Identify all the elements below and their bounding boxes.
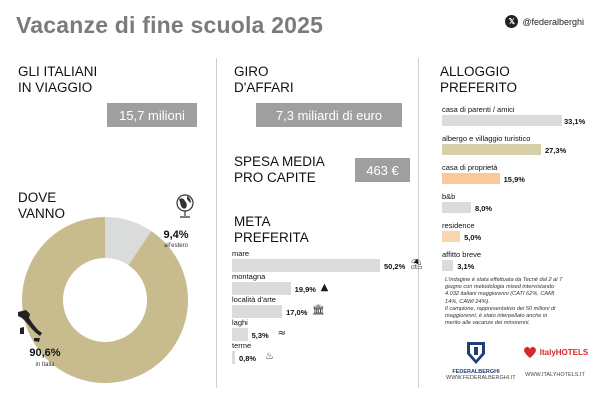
where-heading-line1: DOVE — [18, 190, 57, 205]
federalberghi-url: WWW.FEDERALBERGHI.IT — [446, 375, 516, 381]
destination-bar — [232, 328, 248, 341]
abroad-percent: 9,4% — [163, 229, 188, 241]
accommodation-bar — [442, 202, 471, 213]
accommodation-bar — [442, 260, 454, 271]
abroad-label: all'estero — [164, 243, 188, 249]
page-title: Vacanze di fine scuola 2025 — [16, 12, 324, 38]
accommodation-heading-line2: PREFERITO — [440, 80, 518, 95]
survey-note-line: giugno con metodologia mixed intervistan… — [445, 284, 555, 291]
destination-value: 17,0% — [286, 308, 308, 317]
destination-label: località d'arte — [232, 295, 276, 304]
turnover-heading-line2: D'AFFARI — [234, 80, 294, 95]
travelers-value: 15,7 milioni — [107, 103, 197, 127]
italyhotels-name: ItalyHOTELS — [539, 347, 589, 357]
accommodation-label: casa di proprietà — [442, 163, 498, 172]
turnover-heading-line1: GIRO — [234, 64, 269, 79]
accommodation-value: 8,0% — [475, 204, 493, 213]
accommodation-label: residence — [442, 221, 475, 230]
spending-heading: SPESA MEDIA PRO CAPITE — [234, 154, 325, 186]
accommodation-value: 15,9% — [503, 175, 525, 184]
spending-heading-line2: PRO CAPITE — [234, 170, 316, 185]
accommodation-value: 5,0% — [464, 233, 482, 242]
survey-note-line: 4.032 italiani maggiorenni (CATI 62%, CA… — [445, 291, 555, 298]
destinations-heading-line2: PREFERITA — [234, 230, 309, 245]
accommodation-bar — [442, 115, 562, 126]
destinations-heading: META PREFERITA — [234, 214, 309, 246]
italyhotels-logo[interactable]: ItalyHOTELS WWW.ITALYHOTELS.IT — [520, 344, 590, 378]
destinations-heading-line1: META — [234, 214, 271, 229]
turnover-heading: GIRO D'AFFARI — [234, 64, 294, 96]
x-logo-icon: 𝕏 — [505, 15, 519, 28]
social-handle[interactable]: 𝕏 @federalberghi — [505, 15, 584, 28]
beach-umbrella-icon: ⛱ — [410, 259, 423, 270]
italyhotels-url: WWW.ITALYHOTELS.IT — [525, 372, 585, 378]
accommodation-label: b&b — [442, 192, 456, 201]
destination-value: 0,8% — [239, 354, 257, 363]
survey-note-line: merito alle vacanze dei minorenni. — [445, 320, 530, 327]
federalberghi-name: FEDERALBERGHI — [452, 369, 500, 375]
destination-label: montagna — [232, 272, 266, 281]
destination-bar — [232, 259, 380, 272]
monument-icon: 🏛 — [312, 305, 325, 316]
destination-label: laghi — [232, 318, 248, 327]
accommodation-bar — [442, 144, 541, 155]
travelers-heading-line1: GLI ITALIANI — [18, 64, 98, 79]
accommodation-bar — [442, 173, 500, 184]
survey-note-line: Il campione, rappresentativo dei 50 mili… — [445, 305, 556, 312]
spending-value: 463 € — [355, 158, 410, 182]
accommodation-bar — [442, 231, 461, 242]
federalberghi-emblem-icon — [467, 342, 485, 364]
accommodation-value: 33,1% — [564, 117, 586, 126]
spending-heading-line1: SPESA MEDIA — [234, 154, 325, 169]
heart-icon — [523, 346, 536, 358]
destination-label: terme — [232, 341, 252, 350]
globe-icon — [176, 194, 194, 218]
travelers-heading-line2: IN VIAGGIO — [18, 80, 93, 95]
spa-icon: ♨ — [265, 351, 274, 362]
accommodation-value: 27,3% — [544, 146, 567, 155]
destination-label: mare — [232, 249, 250, 258]
italy-percent: 90,6% — [29, 347, 60, 359]
donut-slice-italy — [22, 217, 189, 384]
destination-value: 5,3% — [251, 331, 269, 340]
destination-value: 50,2% — [384, 262, 406, 271]
accommodation-label: albergo e villaggio turistico — [442, 134, 531, 143]
destination-bar — [232, 305, 283, 318]
accommodation-value: 3,1% — [457, 262, 475, 271]
federalberghi-logo[interactable]: FEDERALBERGHI WWW.FEDERALBERGHI.IT — [446, 340, 516, 381]
where-heading-line2: VANNO — [18, 206, 66, 221]
accommodation-heading-line1: ALLOGGIO — [440, 64, 510, 79]
survey-note: L'indagine è stata effettuata da Tecnè d… — [445, 277, 595, 327]
travelers-heading: GLI ITALIANI IN VIAGGIO — [18, 64, 97, 96]
destination-bar — [232, 351, 235, 364]
italy-label: in Italia — [35, 362, 55, 368]
handle-text: @federalberghi — [522, 16, 584, 27]
mountain-icon: ▲ — [320, 282, 329, 293]
lake-icon: ≈ — [277, 328, 287, 339]
destination-value: 19,9% — [294, 285, 316, 294]
destination-bar — [232, 282, 291, 295]
survey-note-line: L'indagine è stata effettuata da Tecnè d… — [445, 277, 563, 283]
accommodation-label: casa di parenti / amici — [442, 105, 515, 114]
accommodation-label: affitto breve — [442, 250, 482, 259]
survey-note-line: maggiorenni, è stato interpellato anche … — [445, 313, 548, 320]
column-divider-right — [418, 58, 419, 388]
accommodation-heading: ALLOGGIO PREFERITO — [440, 64, 517, 96]
turnover-value: 7,3 miliardi di euro — [256, 103, 402, 127]
donut-slice-abroad — [105, 217, 152, 266]
column-divider-left — [216, 58, 217, 388]
where-heading: DOVE VANNO — [18, 190, 65, 222]
survey-note-line: 14%, CAWI 24%). — [445, 298, 490, 305]
italy-map-icon — [18, 310, 42, 342]
